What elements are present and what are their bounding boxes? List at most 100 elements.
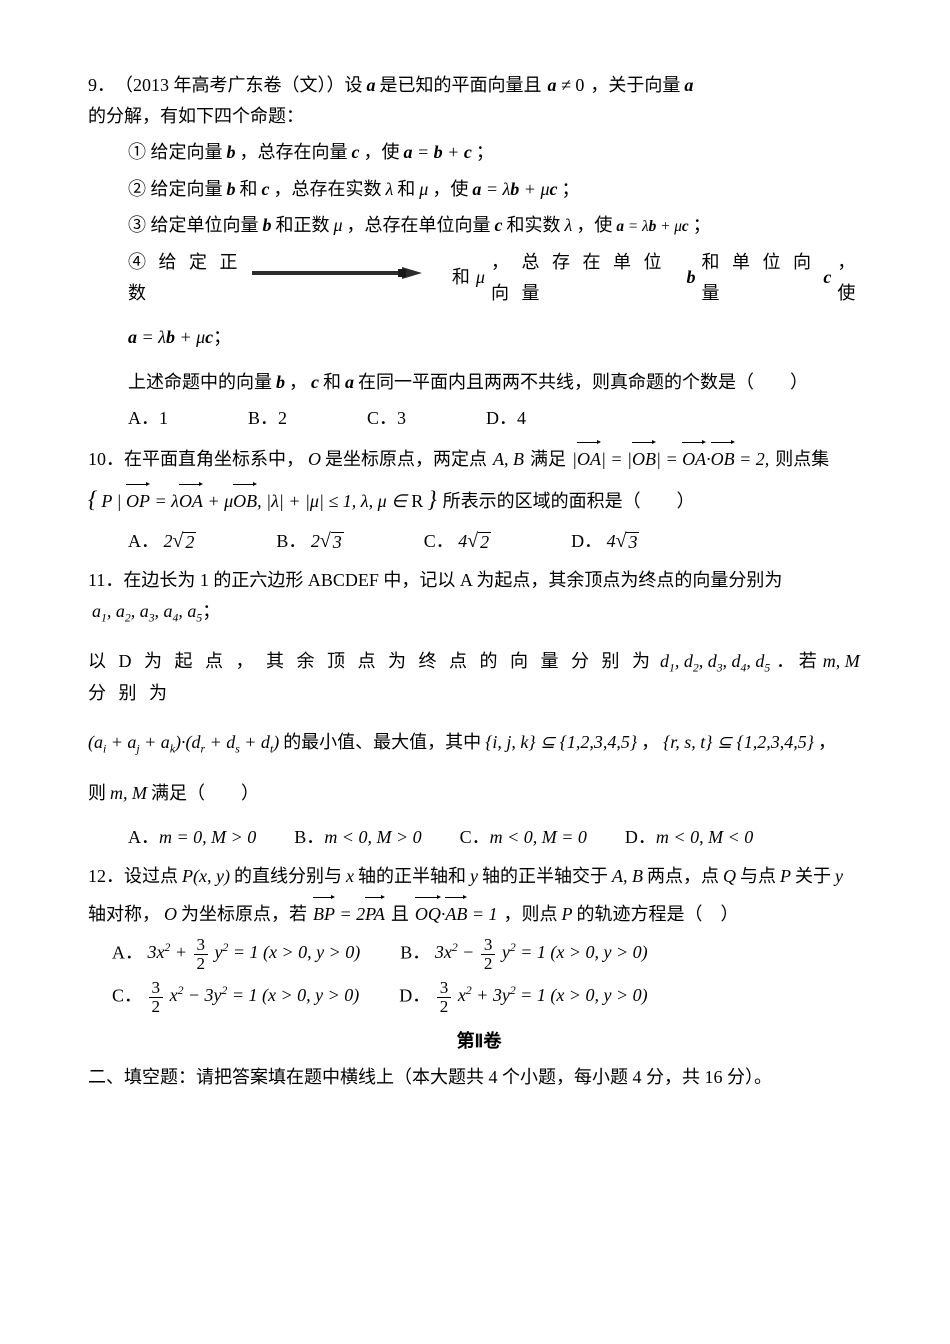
question-10: 10． 在平面直角坐标系中， O 是坐标原点，两定点 A, B 满足 |OA| …	[88, 442, 870, 557]
q9-i2-d: 和	[397, 174, 415, 205]
q12-j: ，则点	[503, 899, 557, 930]
q11-optB-val: m < 0, M > 0	[324, 827, 421, 847]
q9-i3-eq: a = λb + μc	[616, 214, 688, 240]
q12-optB-num: 3	[481, 936, 496, 955]
q12-and: 且	[391, 899, 409, 930]
q10-opt-b[interactable]: B． 2√3	[276, 526, 343, 557]
q10-optB-label: B．	[276, 531, 306, 551]
q9-a-neq-0: a ≠ 0	[548, 70, 585, 101]
q10-optC-coef: 4	[458, 531, 467, 551]
q10-set: P | OP = λOA + μOB, |λ| + |μ| ≤ 1, λ, μ …	[101, 484, 423, 517]
q9-tail-b: ，	[289, 367, 307, 398]
q9-opt-c[interactable]: C．3	[367, 403, 406, 434]
q9-options: A．1 B．2 C．3 D．4	[128, 403, 870, 434]
q12-optC-label: C．	[112, 985, 142, 1005]
q12-Q: Q	[723, 861, 736, 892]
q12-optC-num: 3	[149, 979, 164, 998]
q9-i3-semi: ；	[693, 210, 711, 241]
q9-i2-cv: c	[262, 174, 270, 205]
q12-Pxy: P(x, y)	[182, 861, 230, 892]
q11-a: 在边长为 1 的正六边形 ABCDEF 中，记以 A 为起点，其余顶点为终点的向…	[123, 565, 782, 596]
q9-i4-eq: a = λb + μc	[128, 322, 213, 353]
q11-mM: m, M	[823, 646, 860, 677]
q9-i2-a: ② 给定向量	[128, 174, 223, 205]
q12-b: 的直线分别与	[234, 861, 342, 892]
q9-stem-a: （2013 年高考广东卷（文））设	[115, 70, 363, 101]
q10-options: A． 2√2 B． 2√3 C． 4√2 D． 4√3	[128, 526, 870, 557]
q11-d: 分 别 为	[88, 678, 171, 709]
q11-optC-val: m < 0, M = 0	[490, 827, 587, 847]
q9-tail-a: 上述命题中的向量	[128, 367, 272, 398]
q10-b: 是坐标原点，两定点	[325, 444, 487, 475]
q10-optA-label: A．	[128, 531, 159, 551]
q11-number: 11．	[88, 565, 123, 596]
q12-AB: A, B	[612, 861, 643, 892]
q10-tail: 所表示的区域的面积是（ ）	[443, 486, 695, 517]
fill-blank-instructions: 二、填空题：请把答案填在题中横线上（本大题共 4 个小题，每小题 4 分，共 1…	[88, 1062, 870, 1093]
q10-opt-c[interactable]: C． 4√2	[424, 526, 491, 557]
q9-stem-c: ，关于向量	[590, 70, 680, 101]
q12-opt-a[interactable]: A． 3x2 + 32 y2 = 1 (x > 0, y > 0)	[112, 936, 360, 973]
q11-dvec: d1, d2, d3, d4, d5	[660, 646, 770, 678]
q9-vec-a2: a	[684, 70, 693, 101]
q9-i1-semi: ；	[476, 137, 494, 168]
section-2-title: 第Ⅱ卷	[88, 1026, 870, 1057]
q10-a: 在平面直角坐标系中，	[124, 444, 304, 475]
q11-expr: (ai + aj + ak)·(dr + ds + dt)	[88, 727, 279, 759]
q12-g: 关于	[795, 861, 831, 892]
q9-i1-c: c	[352, 137, 360, 168]
q12-y: y	[470, 861, 478, 892]
q10-opt-a[interactable]: A． 2√2	[128, 526, 196, 557]
q9-opt-a[interactable]: A．1	[128, 403, 168, 434]
q9-i3-mu: μ	[334, 210, 343, 241]
q9-i3-d: 和实数	[507, 210, 561, 241]
exam-page: 9． （2013 年高考广东卷（文））设 a 是已知的平面向量且 a ≠ 0 ，…	[0, 0, 950, 1344]
q12-opt-c[interactable]: C． 32 x2 − 3y2 = 1 (x > 0, y > 0)	[112, 979, 359, 1016]
q10-set-open: {	[88, 481, 97, 521]
q11-semi1: ；	[202, 596, 220, 627]
q12-opt-b[interactable]: B． 3x2 − 32 y2 = 1 (x > 0, y > 0)	[400, 936, 647, 973]
q9-i3-lam: λ	[565, 210, 573, 241]
q9-i4-a: ④ 给 定 正 数	[128, 247, 244, 308]
q9-opt-b[interactable]: B．2	[248, 403, 287, 434]
q9-tail-av: a	[345, 367, 354, 398]
q9-tail-bv: b	[276, 367, 285, 398]
q12-h: 轴对称，	[88, 899, 160, 930]
q9-i2-bv: b	[227, 174, 236, 205]
q11-set2: {r, s, t} ⊆ {1,2,3,4,5}	[663, 727, 814, 758]
q10-optA-rad: 2	[183, 532, 196, 553]
q9-i4-semi: ；	[213, 322, 231, 353]
q11-mM2: m, M	[110, 778, 147, 809]
q11-opt-d[interactable]: D．m < 0, M < 0	[625, 822, 753, 853]
q9-i1-c2: ，使	[364, 137, 400, 168]
q9-i4-cv: c	[823, 262, 831, 293]
q11-b: 以 D 为 起 点 ， 其 余 顶 点 为 终 点 的 向 量 分 别 为	[88, 646, 654, 677]
q10-cond: |OA| = |OB| = OA·OB = 2,	[572, 442, 769, 475]
q11-optA-val: m = 0, M > 0	[159, 827, 256, 847]
q11-tail-a: 则	[88, 778, 106, 809]
q10-optD-coef: 4	[607, 531, 616, 551]
q9-i3-e: ，使	[576, 210, 612, 241]
question-11: 11． 在边长为 1 的正六边形 ABCDEF 中，记以 A 为起点，其余顶点为…	[88, 565, 870, 853]
q12-opt-d[interactable]: D． 32 x2 + 3y2 = 1 (x > 0, y > 0)	[399, 979, 647, 1016]
q12-i: 为坐标原点，若	[181, 899, 307, 930]
q10-optC-rad: 2	[478, 532, 491, 553]
q12-optB-den: 2	[481, 955, 496, 973]
q10-optB-rad: 3	[331, 532, 344, 553]
q9-i3-c: ，总存在单位向量	[347, 210, 491, 241]
q12-e: 两点，点	[647, 861, 719, 892]
q12-number: 12．	[88, 861, 124, 892]
q11-opt-c[interactable]: C．m < 0, M = 0	[460, 822, 587, 853]
q10-opt-d[interactable]: D． 4√3	[571, 526, 639, 557]
q12-O: O	[164, 899, 177, 930]
q9-i1-b2: ，总存在向量	[240, 137, 348, 168]
q11-opt-b[interactable]: B．m < 0, M > 0	[294, 822, 421, 853]
q9-opt-d[interactable]: D．4	[486, 403, 526, 434]
q12-optA-label: A．	[112, 942, 143, 962]
q10-optD-label: D．	[571, 531, 602, 551]
q11-opt-a[interactable]: A．m = 0, M > 0	[128, 822, 256, 853]
q11-c: ． 若	[776, 646, 817, 677]
q11-optB-label: B．	[294, 827, 324, 847]
q12-bp: BP = 2PA	[313, 897, 385, 930]
q12-optD-label: D．	[399, 985, 430, 1005]
